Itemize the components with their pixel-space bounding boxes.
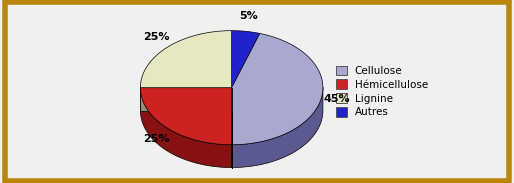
Legend: Cellulose, Hémicellulose, Lignine, Autres: Cellulose, Hémicellulose, Lignine, Autre… xyxy=(332,61,432,122)
Polygon shape xyxy=(140,88,232,168)
Text: 25%: 25% xyxy=(143,134,170,144)
Polygon shape xyxy=(140,88,232,111)
Polygon shape xyxy=(140,88,232,111)
Polygon shape xyxy=(232,31,260,88)
Polygon shape xyxy=(140,31,232,88)
Polygon shape xyxy=(232,87,323,168)
Polygon shape xyxy=(140,88,232,145)
Polygon shape xyxy=(232,33,323,145)
Text: 45%: 45% xyxy=(323,94,350,104)
Text: 25%: 25% xyxy=(143,32,170,42)
Text: 5%: 5% xyxy=(239,11,258,21)
